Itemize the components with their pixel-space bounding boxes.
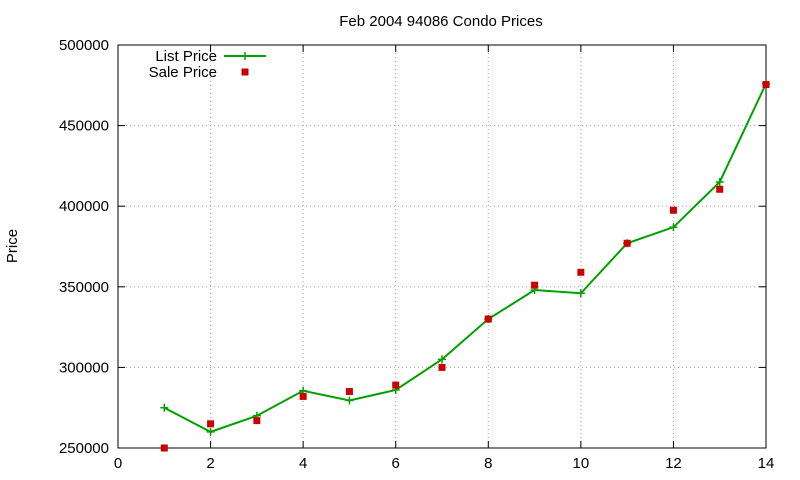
- grid: [118, 45, 766, 448]
- sale-price-point: [716, 185, 724, 193]
- x-tick-label: 12: [665, 455, 682, 472]
- legend-marker-list-price: [241, 52, 249, 60]
- y-tick-label: 300000: [59, 359, 109, 376]
- sale-price-point: [623, 239, 631, 247]
- sale-price-point: [160, 444, 168, 452]
- list-price-point: [576, 289, 585, 298]
- sale-price-point: [669, 206, 677, 214]
- x-tick-label: 14: [758, 455, 775, 472]
- sale-price-point: [299, 392, 307, 400]
- x-tick-label: 10: [573, 455, 590, 472]
- sale-price-point: [577, 268, 585, 276]
- list-price-point: [669, 223, 678, 232]
- sale-price-point: [762, 80, 770, 88]
- plot-frame: [117, 44, 767, 449]
- y-tick-label: 250000: [59, 440, 109, 457]
- sale-price-point: [531, 281, 539, 289]
- legend-label-sale-price: Sale Price: [149, 64, 217, 81]
- y-axis-label: Price: [4, 229, 21, 263]
- y-tick-label: 400000: [59, 198, 109, 215]
- y-tick-label: 450000: [59, 118, 109, 135]
- legend-marker-sale-price: [241, 68, 249, 76]
- list-price-point: [438, 355, 446, 364]
- list-price-point: [715, 178, 724, 187]
- list-price-point: [160, 403, 169, 412]
- y-tick-label: 500000: [59, 37, 109, 54]
- x-tick-label: 6: [392, 455, 400, 472]
- sale-price-point: [484, 315, 492, 323]
- y-tick-label: 350000: [59, 279, 109, 296]
- sale-price-point: [345, 388, 353, 396]
- sale-price-point: [438, 363, 446, 371]
- x-tick-label: 8: [484, 455, 492, 472]
- series-list-price: [160, 79, 770, 436]
- sale-price-point: [253, 417, 261, 425]
- x-tick-label: 4: [299, 455, 307, 472]
- x-tick-label: 0: [114, 455, 122, 472]
- x-tick-label: 2: [206, 455, 214, 472]
- chart-title: Feb 2004 94086 Condo Prices: [339, 13, 542, 30]
- axes: 0 2 4 6 8 10 12 14 250000 300000 350000 400000 45000…: [59, 37, 774, 472]
- sale-price-point: [207, 420, 215, 428]
- sale-price-point: [392, 381, 400, 389]
- list-price-line: [163, 83, 767, 433]
- list-price-point: [206, 427, 215, 436]
- list-price-point: [345, 396, 354, 405]
- legend-label-list-price: List Price: [155, 48, 217, 65]
- series-sale-price: [160, 80, 770, 452]
- plot-area: [160, 79, 770, 452]
